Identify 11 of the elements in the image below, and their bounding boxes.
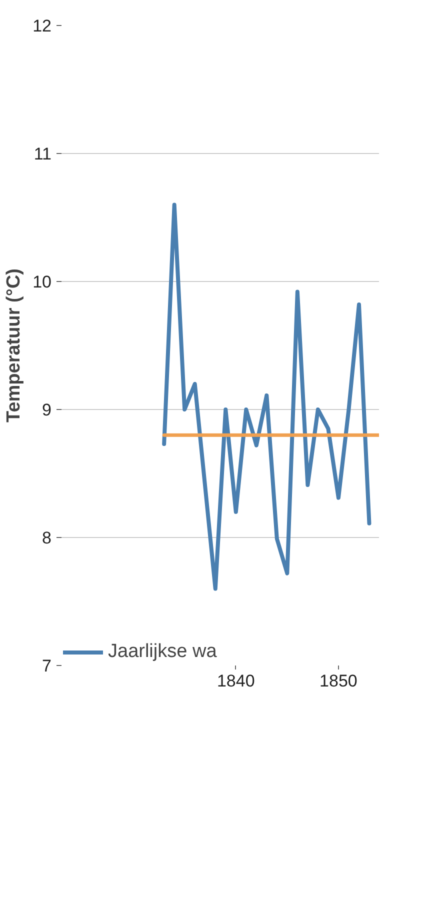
x-tick-label: 1850 — [320, 672, 358, 690]
y-tick-label: 10 — [32, 272, 52, 292]
line-series — [162, 202, 372, 591]
y-tick-label: 7 — [42, 656, 52, 676]
y-tick-label: 8 — [42, 528, 52, 548]
y-tick-label: 12 — [32, 16, 52, 36]
y-tick-label: 9 — [42, 400, 52, 420]
legend-label: Jaarlijkse wa — [108, 641, 217, 663]
y-axis-title: Temperatuur (°C) — [4, 268, 25, 422]
y-tick-label: 11 — [34, 144, 52, 164]
x-tick-label: 1840 — [216, 672, 255, 690]
